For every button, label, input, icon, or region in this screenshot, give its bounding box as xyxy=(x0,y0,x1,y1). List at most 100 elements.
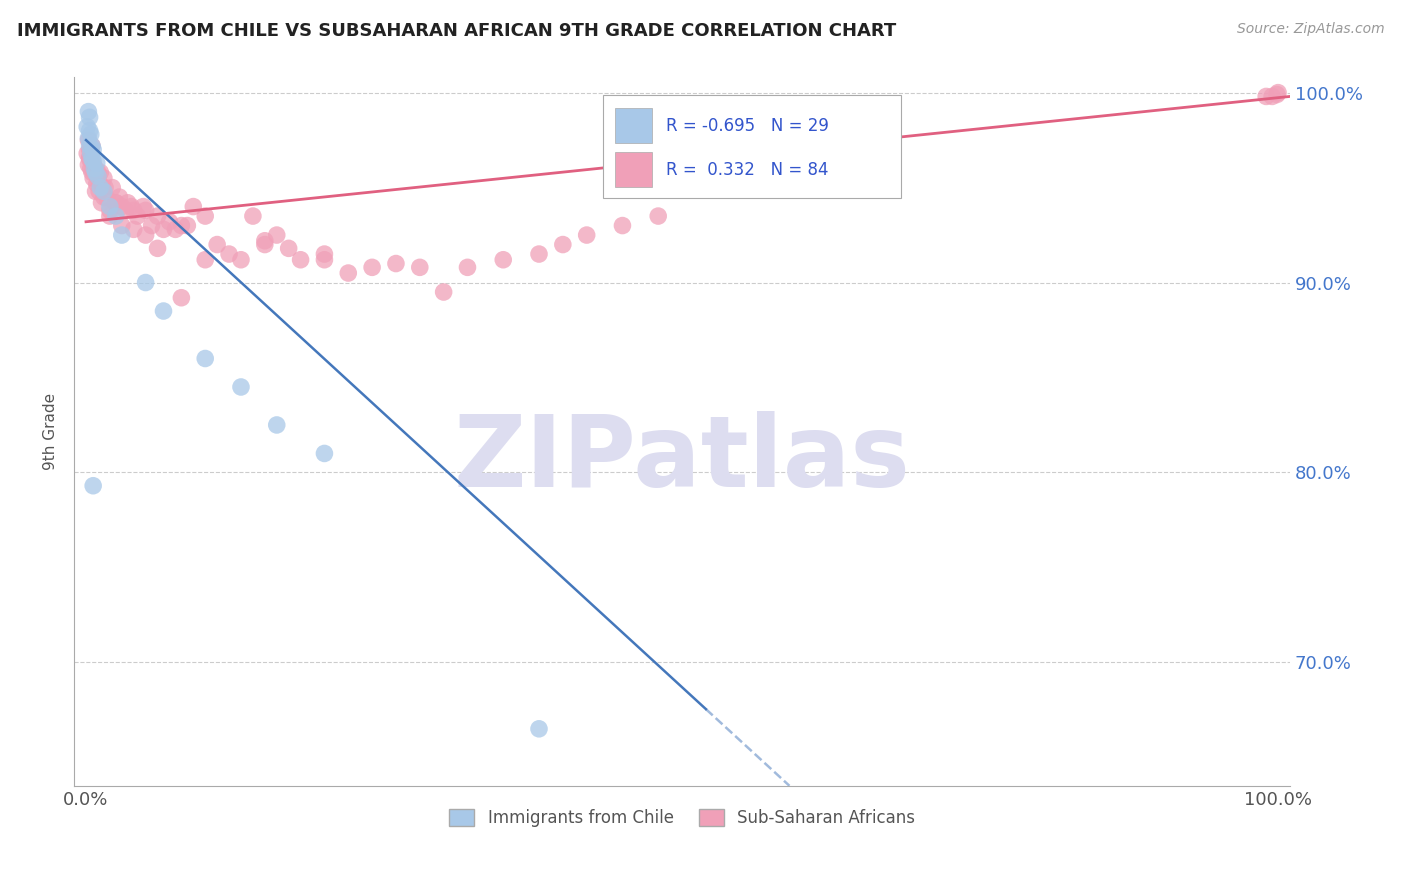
Point xyxy=(77,131,100,145)
Point xyxy=(146,209,169,223)
Point xyxy=(337,266,360,280)
Point xyxy=(79,150,101,164)
Point xyxy=(87,169,110,184)
Point xyxy=(218,247,240,261)
Point xyxy=(146,241,169,255)
Point xyxy=(527,247,550,261)
Point xyxy=(132,200,155,214)
Point xyxy=(1256,89,1278,103)
Point xyxy=(492,252,515,267)
Point xyxy=(194,252,217,267)
Point xyxy=(849,171,872,186)
Point xyxy=(98,200,121,214)
Point xyxy=(277,241,299,255)
Point xyxy=(79,138,101,153)
Point xyxy=(79,143,101,157)
Point xyxy=(1261,89,1284,103)
Point xyxy=(242,209,264,223)
Point xyxy=(84,161,107,176)
Point xyxy=(80,152,103,166)
Point xyxy=(527,722,550,736)
Point xyxy=(229,380,252,394)
Point xyxy=(82,143,104,157)
Point xyxy=(122,203,145,218)
Bar xyxy=(616,108,651,144)
Point xyxy=(361,260,384,275)
Point xyxy=(266,228,288,243)
Point xyxy=(612,219,634,233)
Point xyxy=(159,215,181,229)
Point xyxy=(80,138,103,153)
Point xyxy=(89,165,111,179)
Point xyxy=(83,165,105,179)
Point xyxy=(86,177,108,191)
Point xyxy=(77,158,100,172)
Point xyxy=(266,417,288,432)
Point xyxy=(170,219,193,233)
Point xyxy=(93,171,115,186)
Point xyxy=(122,222,145,236)
Point xyxy=(77,133,100,147)
Point xyxy=(165,222,187,236)
Point xyxy=(314,247,336,261)
Point xyxy=(176,219,198,233)
Point xyxy=(194,351,217,366)
Text: ZIPatlas: ZIPatlas xyxy=(454,411,911,508)
Point xyxy=(89,180,111,194)
Point xyxy=(93,185,115,199)
Point xyxy=(111,200,134,214)
Point xyxy=(80,128,103,142)
Point xyxy=(80,165,103,179)
Legend: Immigrants from Chile, Sub-Saharan Africans: Immigrants from Chile, Sub-Saharan Afric… xyxy=(443,803,921,834)
Point xyxy=(152,222,174,236)
Y-axis label: 9th Grade: 9th Grade xyxy=(44,393,58,470)
Point xyxy=(80,161,103,176)
Point xyxy=(80,138,103,153)
Point xyxy=(120,200,142,214)
Point xyxy=(314,446,336,460)
Point xyxy=(229,252,252,267)
Point xyxy=(79,152,101,166)
Point xyxy=(86,156,108,170)
FancyBboxPatch shape xyxy=(603,95,901,198)
Point xyxy=(82,158,104,172)
Point xyxy=(575,228,598,243)
Point xyxy=(1265,87,1288,102)
Point xyxy=(76,120,98,134)
Point xyxy=(84,185,107,199)
Point xyxy=(456,260,478,275)
Point xyxy=(194,209,217,223)
Point xyxy=(104,195,127,210)
Point xyxy=(80,146,103,161)
Point xyxy=(135,203,157,218)
Point xyxy=(79,123,101,137)
Text: Source: ZipAtlas.com: Source: ZipAtlas.com xyxy=(1237,22,1385,37)
Point xyxy=(90,195,112,210)
Point xyxy=(135,276,157,290)
Point xyxy=(93,190,115,204)
Point xyxy=(84,165,107,179)
Point xyxy=(108,190,131,204)
Point xyxy=(127,209,149,223)
Point xyxy=(135,228,157,243)
Bar xyxy=(616,152,651,187)
Point xyxy=(96,192,118,206)
Point xyxy=(87,171,110,186)
Point xyxy=(181,200,204,214)
Point xyxy=(79,111,101,125)
Point xyxy=(82,171,104,186)
Point xyxy=(77,104,100,119)
Point xyxy=(83,161,105,176)
Point xyxy=(80,152,103,166)
Point xyxy=(89,185,111,199)
Text: IMMIGRANTS FROM CHILE VS SUBSAHARAN AFRICAN 9TH GRADE CORRELATION CHART: IMMIGRANTS FROM CHILE VS SUBSAHARAN AFRI… xyxy=(17,22,896,40)
Point xyxy=(101,180,124,194)
Point xyxy=(98,203,121,218)
Point xyxy=(170,291,193,305)
Point xyxy=(98,209,121,223)
Point xyxy=(253,234,276,248)
Point xyxy=(1267,86,1289,100)
Point xyxy=(314,252,336,267)
Point xyxy=(76,146,98,161)
Point xyxy=(111,219,134,233)
